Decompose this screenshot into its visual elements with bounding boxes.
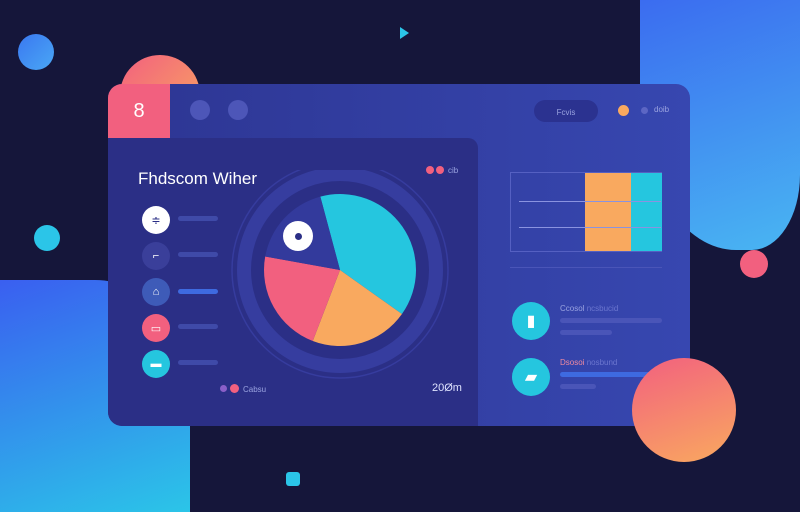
pie-slice-1 [312,270,402,346]
legend-dot [436,166,444,174]
bar-widget [510,172,662,252]
legend-label: cib [448,166,459,175]
truck-icon[interactable]: ▬ [142,350,170,378]
decor-circle [34,225,60,251]
legend-dot [220,385,227,392]
decor-circle [740,250,768,278]
grid-line [519,227,661,228]
item-bar-active [560,372,662,377]
pie-slice-2 [264,256,340,341]
user-label[interactable]: doib [654,105,670,114]
grid-line [519,201,661,202]
notification-icon[interactable] [618,105,629,116]
item-bar [560,384,596,389]
play-icon [400,27,409,39]
bar-orange [585,173,631,251]
bar-teal [631,173,662,251]
item-title: Ccosol [560,304,585,313]
app-logo[interactable]: 8 [108,84,170,138]
pie-marker-icon [283,221,313,251]
home-icon[interactable]: ⌂ [142,278,170,306]
tool-icon[interactable]: ≑ [142,206,170,234]
document-icon[interactable]: ▮ [512,302,550,340]
divider [510,267,662,268]
legend-dot [230,384,239,393]
search-label: Fcvis [556,108,576,117]
pie-chart [231,170,449,379]
pie-slice-0 [320,194,416,315]
item-subtitle: ncsbucid [586,304,619,313]
footer-value: 20Øm [432,382,462,394]
progress-ring [237,170,443,373]
window-dot[interactable] [228,100,248,120]
map-icon[interactable]: ▰ [512,358,550,396]
decor-circle [18,34,54,70]
user-icon[interactable] [641,107,648,114]
legend-label: Cabsu [243,385,267,394]
item-title: Dsosoi [560,358,585,367]
list-bar [178,360,218,365]
window-dot[interactable] [190,100,210,120]
dashboard-window: 8 Fcvis doib Fhdscom Wiher cib ≑ ⌐ ⌂ ▭ ▬… [108,84,690,426]
list-bar-active [178,289,218,294]
search-button[interactable]: Fcvis [534,100,598,122]
item-bar [560,330,612,335]
list-bar [178,324,218,329]
outer-ring [231,170,449,379]
list-bar [178,216,218,221]
card-title: Fhdscom Wiher [138,169,258,188]
list-bar [178,252,218,257]
pin-icon[interactable]: ⌐ [142,242,170,270]
item-subtitle: nosbund [586,358,618,367]
decor-circle [632,358,736,462]
chat-icon[interactable]: ▭ [142,314,170,342]
decor-square [286,472,300,486]
item-bar [560,318,662,323]
legend-dot [426,166,434,174]
